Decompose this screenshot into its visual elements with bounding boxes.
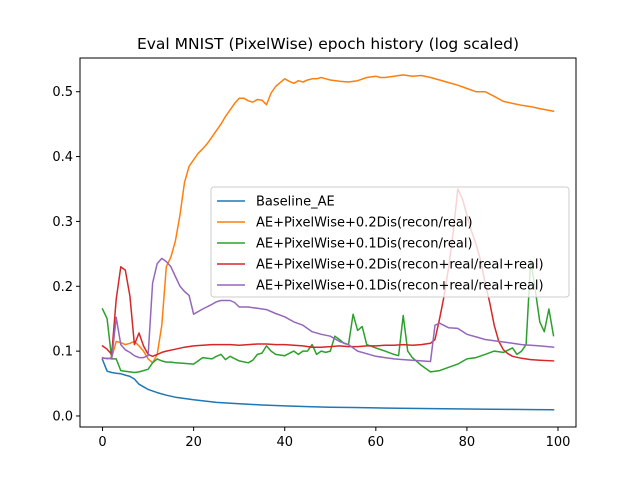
y-tick-label: 0.5 bbox=[52, 85, 73, 100]
x-tick-label: 0 bbox=[98, 435, 106, 450]
series-line-1 bbox=[101, 74, 555, 364]
y-tick-label: 0.2 bbox=[52, 280, 73, 295]
series-lines bbox=[101, 74, 555, 411]
x-tick-label: 80 bbox=[459, 435, 476, 450]
y-tick-label: 0.4 bbox=[52, 150, 73, 165]
legend-label-4: AE+PixelWise+0.1Dis(recon+real/real+real… bbox=[256, 279, 544, 294]
chart-title: Eval MNIST (PixelWise) epoch history (lo… bbox=[137, 35, 519, 53]
legend-label-0: Baseline_AE bbox=[256, 195, 335, 210]
legend: Baseline_AE AE+PixelWise+0.2Dis(recon/rea… bbox=[210, 186, 570, 298]
x-axis: 0 20 40 60 80 100 bbox=[98, 427, 570, 450]
x-tick-label: 60 bbox=[368, 435, 385, 450]
x-tick-label: 100 bbox=[546, 435, 571, 450]
series-line-2 bbox=[101, 259, 555, 374]
plot-area bbox=[79, 57, 577, 428]
x-tick-label: 20 bbox=[185, 435, 202, 450]
axes-frame bbox=[79, 57, 577, 428]
x-tick-label: 40 bbox=[276, 435, 293, 450]
y-tick-label: 0.1 bbox=[52, 345, 73, 360]
legend-label-2: AE+PixelWise+0.1Dis(recon/real) bbox=[256, 237, 473, 252]
y-tick-label: 0.3 bbox=[52, 215, 73, 230]
series-line-4 bbox=[101, 257, 555, 363]
y-tick-label: 0.0 bbox=[52, 409, 73, 424]
series-line-0 bbox=[101, 358, 555, 411]
legend-label-3: AE+PixelWise+0.2Dis(recon+real/real+real… bbox=[256, 258, 544, 273]
legend-label-1: AE+PixelWise+0.2Dis(recon/real) bbox=[256, 216, 473, 231]
y-axis: 0.0 0.1 0.2 0.3 0.4 0.5 bbox=[52, 85, 80, 424]
legend-box bbox=[210, 186, 570, 298]
